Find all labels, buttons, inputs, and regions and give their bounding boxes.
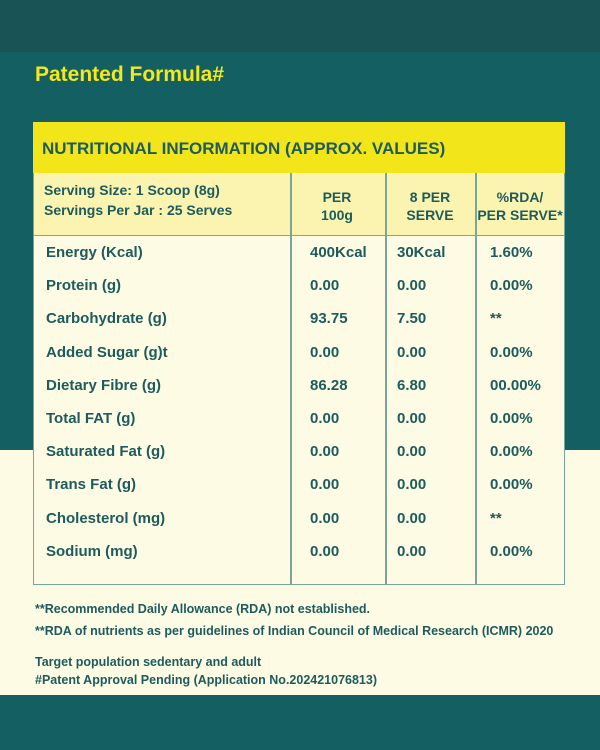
serving-info: Servings Per Jar : 25 Serves [44, 202, 233, 218]
cell-value: 0.00 [397, 509, 427, 527]
column-header: PER [322, 189, 352, 205]
row-label: Energy (Kcal) [46, 244, 143, 261]
cell-value: 0.00% [490, 343, 533, 361]
cell-value: ** [490, 509, 502, 527]
row-label: Protein (g) [46, 277, 121, 295]
cell-value: 0.00 [397, 476, 427, 494]
cell-value: 0.00 [397, 542, 427, 560]
row-label: Saturated Fat (g) [46, 443, 166, 461]
table-title-row [33, 122, 565, 173]
footnote: **Recommended Daily Allowance (RDA) not … [35, 602, 371, 616]
divider [475, 173, 477, 585]
title: Patented Formula# [35, 63, 225, 86]
cell-value: 0.00 [310, 476, 340, 494]
top-band [0, 0, 600, 52]
row-label: Dietary Fibre (g) [46, 376, 162, 394]
cell-value: 7.50 [397, 310, 427, 328]
cell-value: 0.00% [490, 542, 533, 560]
row-label: Carbohydrate (g) [46, 310, 167, 328]
cell-value: 1.60% [490, 244, 533, 261]
cell-value: 0.00% [490, 476, 533, 494]
bottom-band [0, 695, 600, 750]
cell-value: 0.00 [310, 443, 340, 461]
cell-value: 0.00 [310, 509, 340, 527]
cell-value: 0.00% [490, 410, 533, 427]
divider [290, 173, 292, 585]
serving-info: Serving Size: 1 Scoop (8g) [44, 182, 220, 198]
row-label: Trans Fat (g) [46, 476, 137, 494]
cell-value: ** [490, 310, 502, 328]
cell-value: 0.00 [397, 277, 427, 295]
cell-value: 0.00 [397, 343, 427, 361]
cell-value: 0.00 [397, 410, 427, 427]
column-header: 100g [321, 207, 353, 223]
cell-value: 400Kcal [310, 244, 367, 261]
cell-value: 93.75 [310, 310, 348, 328]
cell-value: 0.00 [310, 410, 340, 427]
cell-value: 6.80 [397, 376, 427, 394]
row-label: Total FAT (g) [46, 410, 136, 427]
cell-value: 0.00 [310, 277, 340, 295]
cell-value: 0.00% [490, 277, 533, 295]
column-header: PER SERVE* [477, 207, 563, 223]
divider [385, 173, 387, 585]
column-header: %RDA/ [496, 189, 544, 205]
cell-value: 0.00% [490, 443, 533, 461]
column-header: SERVE [406, 207, 454, 223]
table-title: NUTRITIONAL INFORMATION (APPROX. VALUES) [42, 139, 446, 158]
cell-value: 30Kcal [397, 244, 446, 261]
cell-value: 0.00 [397, 443, 427, 461]
cell-value: 0.00 [310, 542, 340, 560]
row-label: Added Sugar (g)t [46, 343, 168, 361]
cell-value: 86.28 [310, 376, 348, 394]
row-label: Cholesterol (mg) [46, 509, 166, 527]
cell-value: 00.00% [490, 376, 541, 394]
cell-value: 0.00 [310, 343, 340, 361]
footnote: **RDA of nutrients as per guidelines of … [35, 624, 554, 638]
row-label: Sodium (mg) [46, 542, 138, 560]
target-note: Target population sedentary and adult [35, 655, 262, 669]
column-header: 8 PER [409, 189, 451, 205]
target-note: #Patent Approval Pending (Application No… [35, 673, 377, 687]
